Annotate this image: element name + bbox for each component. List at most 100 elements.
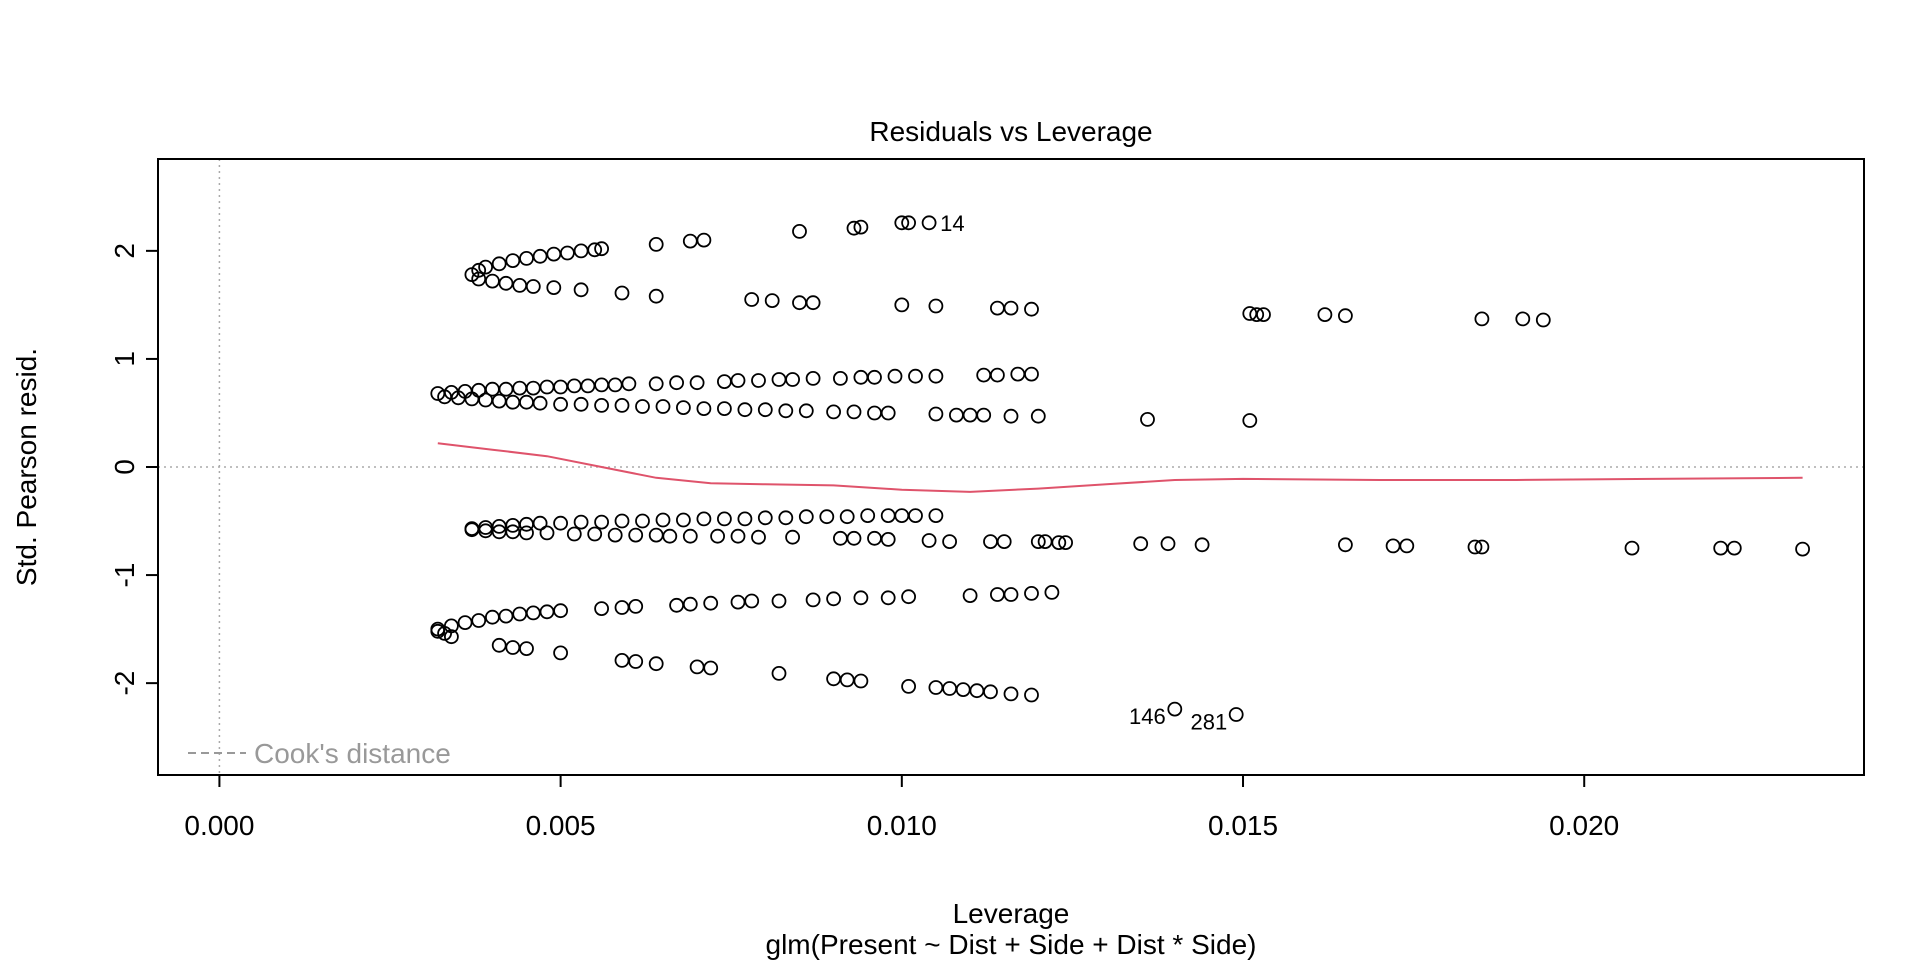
data-point <box>546 246 562 262</box>
data-point <box>464 391 480 407</box>
data-point <box>539 604 555 620</box>
data-point <box>710 528 725 544</box>
data-point <box>614 600 630 615</box>
data-point <box>983 684 998 700</box>
data-point <box>635 513 650 529</box>
data-point <box>471 271 487 287</box>
data-point <box>826 404 841 420</box>
data-point <box>1474 311 1490 327</box>
data-point <box>949 407 964 423</box>
data-point <box>771 372 787 387</box>
data-point <box>519 641 534 656</box>
data-point <box>990 300 1005 316</box>
data-point <box>778 510 794 526</box>
data-point <box>894 215 910 231</box>
data-point <box>498 608 514 624</box>
data-point <box>1058 535 1073 550</box>
data-point <box>1242 413 1258 428</box>
data-point <box>512 380 528 396</box>
data-point <box>676 512 691 528</box>
data-point <box>928 368 944 384</box>
data-point <box>744 292 760 307</box>
data-point <box>805 295 821 311</box>
data-point <box>942 681 957 696</box>
data-point <box>928 406 944 422</box>
chart-title: Residuals vs Leverage <box>869 116 1152 147</box>
data-point <box>519 250 534 266</box>
data-point <box>990 587 1005 602</box>
data-point <box>730 594 746 610</box>
data-point <box>744 593 760 609</box>
data-point <box>901 589 916 605</box>
data-point <box>594 514 609 530</box>
x-tick-label: 0.000 <box>184 810 254 841</box>
data-point <box>846 530 862 546</box>
data-point <box>846 220 862 236</box>
point-label: 14 <box>940 211 964 236</box>
data-point <box>443 629 459 645</box>
data-point <box>1515 311 1531 327</box>
data-point <box>614 285 630 301</box>
data-point <box>880 405 896 421</box>
data-point <box>430 623 446 639</box>
data-point <box>478 392 494 408</box>
data-point <box>846 404 862 420</box>
data-point <box>553 396 568 412</box>
data-point <box>682 233 698 249</box>
data-point <box>573 514 589 530</box>
data-point <box>867 530 882 546</box>
point-label: 281 <box>1190 709 1227 734</box>
data-point <box>880 508 896 523</box>
data-point <box>580 378 596 394</box>
data-point <box>689 375 705 391</box>
data-point <box>512 606 528 622</box>
data-point <box>1474 539 1490 555</box>
data-point <box>491 393 507 409</box>
y-tick-label: 1 <box>109 351 140 367</box>
data-point <box>1003 587 1019 602</box>
data-point <box>1338 537 1353 553</box>
data-point <box>730 373 746 388</box>
chart-subtitle: glm(Present ~ Dist + Side + Dist * Side) <box>766 929 1257 960</box>
data-point <box>614 397 630 413</box>
points-group <box>430 215 1810 722</box>
x-tick-label: 0.010 <box>867 810 937 841</box>
data-point <box>833 530 848 546</box>
data-point <box>1024 687 1039 703</box>
data-point <box>553 515 568 531</box>
data-point <box>546 280 562 296</box>
data-point <box>539 525 555 541</box>
data-point <box>655 512 671 528</box>
y-tick-label: -2 <box>109 671 140 696</box>
data-point <box>764 293 780 309</box>
data-point <box>1024 586 1039 601</box>
data-point <box>457 615 473 630</box>
data-point <box>676 400 691 416</box>
data-point <box>471 262 487 278</box>
legend-cooks-label: Cook's distance <box>254 738 451 769</box>
data-point <box>805 592 821 608</box>
smooth-curve-group <box>437 442 1803 493</box>
data-point <box>717 401 732 417</box>
data-point <box>498 381 514 397</box>
data-point <box>532 515 548 531</box>
data-point <box>519 525 534 541</box>
data-point <box>894 297 910 313</box>
data-point <box>662 528 678 544</box>
data-point <box>976 367 992 383</box>
data-point <box>867 369 882 385</box>
data-point <box>785 372 800 387</box>
data-point <box>990 367 1005 383</box>
data-point <box>682 596 698 612</box>
x-axis: 0.000 0.005 0.010 0.015 0.020 <box>184 775 1619 841</box>
data-point <box>594 377 609 393</box>
data-point <box>1140 411 1155 427</box>
data-point <box>628 527 644 543</box>
data-point <box>1003 300 1019 316</box>
data-point <box>703 595 719 611</box>
data-point <box>689 659 705 675</box>
data-point <box>792 295 807 311</box>
data-point <box>867 405 882 421</box>
x-tick-label: 0.005 <box>526 810 596 841</box>
